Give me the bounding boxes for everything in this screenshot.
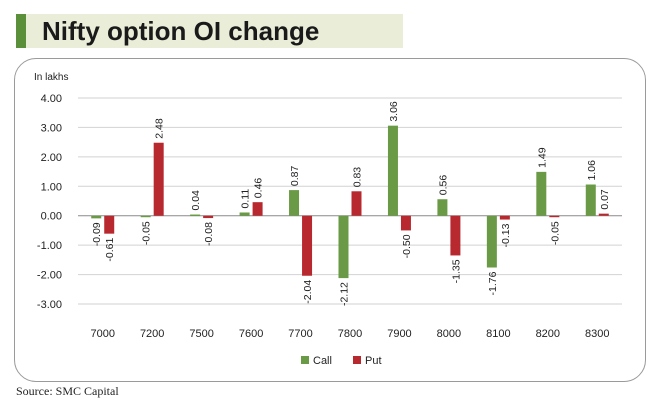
title-accent-bar: [16, 14, 26, 48]
data-label-call: 0.56: [437, 175, 449, 196]
data-label-call: 0.87: [289, 166, 301, 187]
bar-put-8200: [549, 215, 560, 218]
bar-put-8100: [499, 215, 510, 220]
bar-call-7700: [289, 190, 300, 216]
data-label-put: -2.04: [302, 280, 314, 304]
x-tick-label: 7000: [90, 328, 114, 340]
data-label-call: 1.49: [536, 147, 548, 168]
x-tick-label: 7800: [338, 328, 362, 340]
bar-call-8000: [437, 199, 448, 216]
y-tick-label: 0.00: [41, 211, 62, 223]
bar-call-7500: [190, 214, 201, 217]
y-tick-label: 3.00: [41, 122, 62, 134]
bar-put-7700: [302, 215, 313, 276]
data-label-put: -1.35: [450, 259, 462, 283]
bar-call-8200: [536, 171, 547, 216]
bar-call-7800: [338, 215, 349, 279]
bar-call-7200: [140, 215, 151, 218]
data-label-put: 2.48: [154, 118, 166, 139]
bar-put-7900: [400, 215, 411, 231]
bar-put-7800: [351, 191, 362, 216]
x-tick-label: 7700: [288, 328, 312, 340]
data-label-call: 0.04: [190, 190, 202, 211]
data-label-call: 0.11: [240, 189, 252, 209]
data-label-put: 0.46: [253, 178, 265, 199]
bar-call-7000: [91, 215, 102, 219]
bar-call-8100: [486, 215, 497, 268]
data-label-call: -2.12: [339, 282, 351, 306]
legend-label-call: Call: [313, 355, 332, 367]
bar-put-7600: [252, 202, 263, 216]
data-label-put: -0.50: [401, 234, 413, 258]
y-tick-label: 4.00: [41, 93, 62, 105]
x-tick-label: 8200: [536, 328, 560, 340]
data-label-call: -0.09: [91, 222, 103, 246]
x-tick-label: 7900: [387, 328, 411, 340]
bar-call-7900: [387, 125, 398, 216]
bar-put-7200: [153, 142, 164, 216]
chart-frame: [14, 58, 646, 382]
source-note: Source: SMC Capital: [16, 384, 119, 398]
x-tick-label: 8000: [437, 328, 461, 340]
legend-swatch-put: [353, 356, 361, 364]
data-label-put: -0.13: [500, 223, 512, 247]
data-label-put: -0.05: [549, 221, 561, 245]
y-tick-label: -2.00: [37, 270, 62, 282]
data-label-call: 1.06: [586, 160, 598, 181]
data-label-call: 3.06: [388, 101, 400, 122]
page-title: Nifty option OI change: [42, 16, 320, 46]
y-tick-label: 1.00: [41, 181, 62, 193]
data-label-put: 0.07: [599, 189, 611, 210]
y-tick-label: 2.00: [41, 152, 62, 164]
bar-put-7500: [203, 215, 214, 219]
data-label-call: -0.05: [141, 221, 153, 245]
x-tick-label: 7600: [239, 328, 263, 340]
legend-label-put: Put: [365, 355, 382, 367]
bar-put-7000: [104, 215, 115, 234]
data-label-put: -0.08: [203, 222, 215, 246]
title-bar: Nifty option OI change: [16, 14, 403, 48]
x-tick-label: 7500: [189, 328, 213, 340]
y-tick-label: -3.00: [37, 299, 62, 311]
x-tick-label: 8300: [585, 328, 609, 340]
bar-call-7600: [239, 212, 250, 216]
unit-label: In lakhs: [34, 72, 68, 83]
bar-put-8000: [450, 215, 461, 256]
legend-swatch-call: [301, 356, 309, 364]
data-label-put: 0.83: [352, 167, 364, 188]
data-label-put: -0.61: [104, 238, 116, 262]
data-label-call: -1.76: [487, 271, 499, 295]
x-tick-label: 8100: [486, 328, 510, 340]
bar-call-8300: [585, 184, 596, 216]
bar-put-8300: [598, 213, 609, 216]
x-tick-label: 7200: [140, 328, 164, 340]
y-tick-label: -1.00: [37, 240, 62, 252]
